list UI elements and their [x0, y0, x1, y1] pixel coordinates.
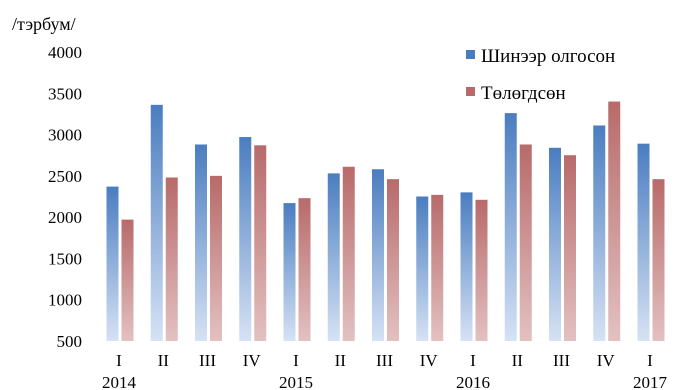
- y-tick-label: 2000: [48, 208, 82, 227]
- x-tick-label: I: [647, 351, 653, 370]
- bar-new-loans: [150, 104, 163, 342]
- y-axis-ticks: 500 1000 1500 2000 2500 3000 3500 4000: [48, 43, 82, 351]
- bar-new-loans: [372, 169, 384, 341]
- bar-new-loans: [637, 143, 650, 341]
- bar-new-loans: [327, 173, 340, 341]
- legend-label-paid: Төлөгдсөн: [481, 83, 566, 104]
- x-tick-label: IV: [597, 351, 616, 370]
- bar-new-loans: [106, 186, 119, 341]
- bar-new-loans: [283, 203, 296, 341]
- legend-swatch-new: [466, 50, 475, 59]
- bar-new-loans: [504, 113, 517, 341]
- bar-paid-loans: [564, 155, 576, 341]
- bar-paid-loans: [210, 175, 222, 341]
- bar-paid-loans: [121, 219, 134, 341]
- bar-new-loans: [549, 147, 561, 341]
- x-tick-label: II: [158, 351, 170, 370]
- x-tick-label: I: [116, 351, 122, 370]
- bars-group: [106, 101, 665, 342]
- y-tick-label: 3000: [48, 126, 82, 145]
- bar-paid-loans: [475, 199, 488, 341]
- y-axis-unit-label: /тэрбум/: [12, 14, 76, 34]
- x-tick-label: I: [470, 351, 476, 370]
- legend-label-new: Шинээр олгосон: [481, 46, 615, 67]
- x-tick-label: II: [512, 351, 524, 370]
- bar-new-loans: [460, 192, 473, 341]
- x-tick-label: III: [553, 351, 570, 370]
- bar-paid-loans: [519, 144, 532, 341]
- bar-paid-loans: [652, 179, 665, 341]
- x-year-label: 2015: [279, 373, 313, 390]
- y-tick-label: 2500: [48, 167, 82, 186]
- bar-paid-loans: [342, 166, 355, 341]
- legend-swatch-paid: [466, 87, 475, 96]
- y-tick-label: 500: [57, 332, 83, 351]
- x-tick-label: IV: [243, 351, 262, 370]
- bar-paid-loans: [298, 198, 311, 341]
- y-tick-label: 3500: [48, 84, 82, 103]
- x-tick-label: IV: [420, 351, 439, 370]
- y-tick-label: 1500: [48, 249, 82, 268]
- bar-paid-loans: [254, 145, 267, 341]
- x-tick-label: III: [199, 351, 216, 370]
- x-year-label: 2014: [102, 373, 137, 390]
- x-year-label: 2016: [456, 373, 490, 390]
- y-tick-label: 1000: [48, 291, 82, 310]
- bar-paid-loans: [387, 179, 399, 341]
- bar-paid-loans: [608, 101, 621, 342]
- bar-paid-loans: [431, 194, 444, 341]
- bar-new-loans: [416, 196, 429, 341]
- x-year-label: 2017: [633, 373, 668, 390]
- x-tick-label: I: [293, 351, 299, 370]
- legend: Шинээр олгосон Төлөгдсөн: [466, 46, 615, 104]
- bar-new-loans: [195, 144, 207, 341]
- bar-new-loans: [239, 137, 252, 341]
- bar-paid-loans: [165, 177, 178, 341]
- bar-new-loans: [593, 125, 606, 341]
- y-tick-label: 4000: [48, 43, 82, 62]
- x-tick-label: III: [376, 351, 393, 370]
- x-tick-label: II: [335, 351, 347, 370]
